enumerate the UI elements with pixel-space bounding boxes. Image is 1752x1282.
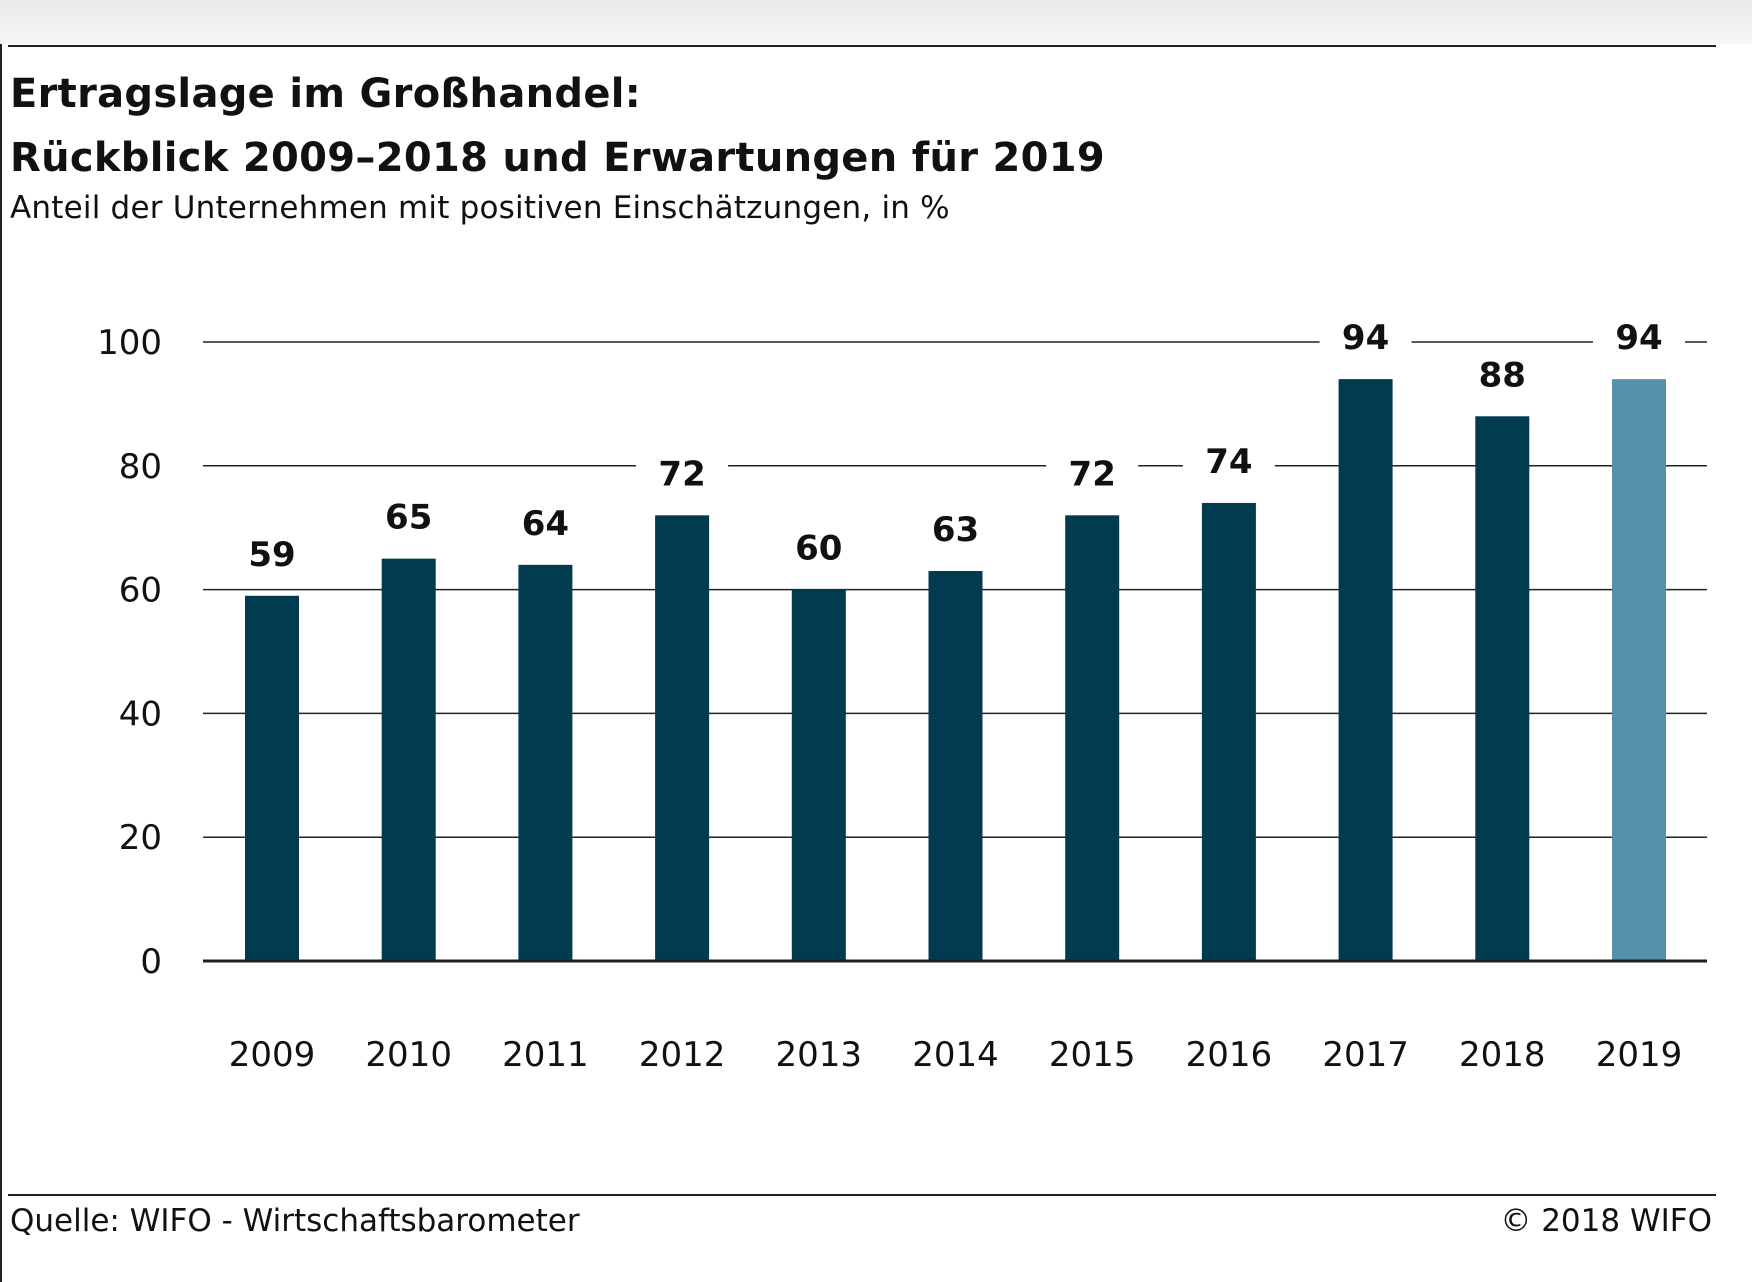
y-tick-label: 0	[140, 942, 162, 982]
x-tick-label-2017: 2017	[1322, 1035, 1409, 1075]
data-label-background	[909, 509, 1002, 552]
x-tick-label-2009: 2009	[229, 1035, 316, 1075]
data-label-2016: 74	[1205, 442, 1252, 482]
x-tick-label-2019: 2019	[1596, 1035, 1683, 1075]
chart-subtitle: Anteil der Unternehmen mit positiven Ein…	[10, 190, 950, 226]
data-label-2013: 60	[795, 529, 842, 569]
copyright-note: © 2018 WIFO	[1500, 1203, 1712, 1239]
data-label-background	[1046, 453, 1139, 496]
bar-2013	[791, 589, 846, 961]
y-tick-label: 60	[119, 571, 162, 611]
bar-2009	[245, 595, 299, 961]
data-label-background	[1456, 354, 1549, 397]
data-label-background	[226, 533, 318, 576]
x-tick-labels: 2009 2010 2011 2012 2013 2014 2015 2016 2017 2018…	[229, 1035, 1683, 1075]
top-bar	[0, 0, 1752, 44]
x-tick-label-2016: 2016	[1186, 1035, 1273, 1075]
y-tick-label: 20	[119, 818, 162, 858]
x-tick-label-2015: 2015	[1049, 1035, 1136, 1075]
y-tick-label: 40	[119, 694, 162, 734]
data-label-background	[1319, 317, 1412, 360]
bar-2012	[655, 515, 710, 961]
source-note: Quelle: WIFO - Wirtschaftsbarometer	[10, 1203, 580, 1239]
data-label-2018: 88	[1479, 355, 1526, 395]
x-tick-label-2013: 2013	[776, 1035, 863, 1075]
y-tick-label: 80	[119, 447, 162, 487]
data-label-2010: 65	[385, 498, 432, 538]
data-labels: 59 65 64 72 60 63 72 74 94 88 94	[248, 318, 1662, 575]
bar-2010	[381, 558, 436, 961]
data-label-2019: 94	[1615, 318, 1662, 358]
bar-2015	[1065, 515, 1120, 961]
data-label-background	[362, 496, 455, 539]
data-label-background	[1593, 317, 1685, 360]
data-label-2015: 72	[1069, 454, 1116, 494]
bars	[203, 317, 1707, 963]
data-label-2012: 72	[658, 454, 705, 494]
y-tick-labels: 0 20 40 60 80 100	[97, 323, 162, 982]
x-tick-label-2018: 2018	[1459, 1035, 1546, 1075]
data-label-2014: 63	[932, 510, 979, 550]
x-tick-label-2011: 2011	[502, 1035, 589, 1075]
chart-title-line-1: Ertragslage im Großhandel:	[10, 71, 642, 117]
data-label-background	[1182, 440, 1275, 483]
x-tick-label-2010: 2010	[365, 1035, 452, 1075]
bar-2019	[1612, 379, 1666, 961]
y-tick-label: 100	[97, 323, 162, 363]
bar-2018	[1475, 416, 1530, 961]
data-label-2009: 59	[248, 535, 295, 575]
x-tick-label-2012: 2012	[639, 1035, 726, 1075]
bar-2016	[1201, 502, 1256, 961]
bar-2014	[928, 571, 983, 961]
top-rule	[8, 45, 1716, 47]
chart-title-line-2: Rückblick 2009–2018 und Erwartungen für …	[10, 135, 1105, 181]
bottom-rule	[8, 1194, 1716, 1196]
bar-2011	[518, 564, 573, 961]
data-label-background	[772, 527, 865, 570]
bar-2017	[1338, 379, 1393, 961]
data-label-background	[499, 502, 592, 545]
chart-title: Ertragslage im Großhandel: Rückblick 200…	[10, 62, 1105, 190]
left-border	[0, 44, 2, 1282]
data-label-2017: 94	[1342, 318, 1389, 358]
data-label-background	[636, 453, 729, 496]
x-tick-label-2014: 2014	[912, 1035, 999, 1075]
data-label-2011: 64	[522, 504, 569, 544]
